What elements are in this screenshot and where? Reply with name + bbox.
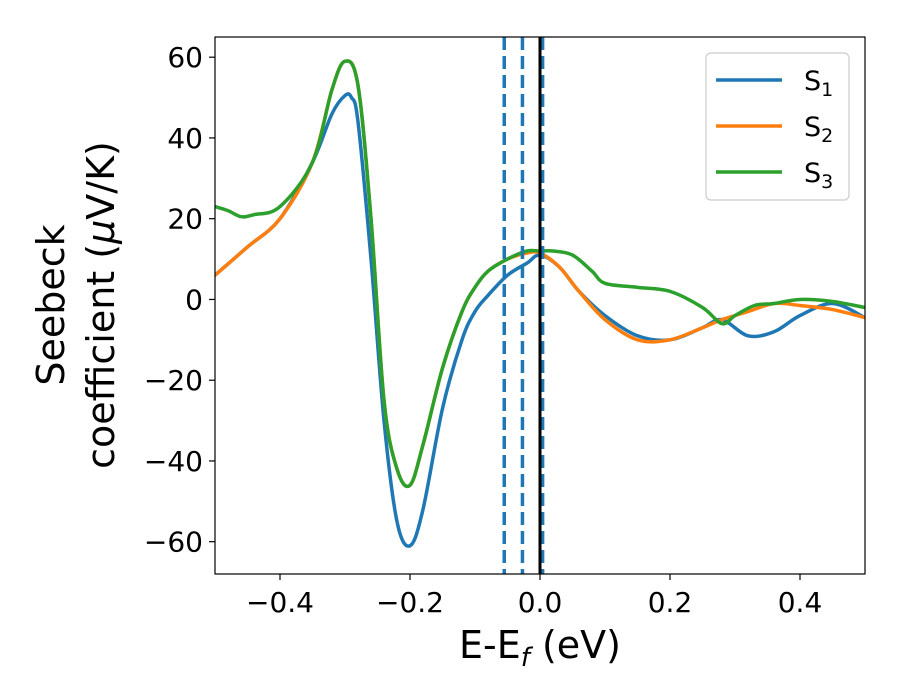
series-line-s3 bbox=[215, 59, 865, 489]
y-tick-label: 60 bbox=[167, 41, 203, 74]
x-tick-label: 0.4 bbox=[778, 586, 823, 619]
y-tick-label: 40 bbox=[167, 122, 203, 155]
y-tick-label: 0 bbox=[185, 283, 203, 316]
y-tick-label: −60 bbox=[144, 526, 203, 559]
legend-label-s1: S1 bbox=[804, 66, 833, 101]
y-axis: −60 −40 −20 0 20 40 60 bbox=[144, 41, 215, 559]
plot-lines bbox=[215, 37, 865, 574]
x-tick-label: 0.0 bbox=[518, 586, 563, 619]
y-tick-label: −40 bbox=[144, 445, 203, 478]
legend: S1 S2 S3 bbox=[705, 52, 850, 201]
y-axis-label-line2: coefficient (μV/K) bbox=[79, 141, 123, 469]
x-tick-label: 0.2 bbox=[648, 586, 693, 619]
y-axis-label: Seebeck coefficient (μV/K) bbox=[29, 141, 123, 469]
y-tick-label: −20 bbox=[144, 364, 203, 397]
x-tick-label: −0.4 bbox=[246, 586, 314, 619]
x-axis: −0.4 −0.2 0.0 0.2 0.4 bbox=[246, 574, 822, 619]
y-axis-label-line1: Seebeck bbox=[29, 224, 73, 385]
y-tick-label: 20 bbox=[167, 203, 203, 236]
legend-label-s2: S2 bbox=[804, 112, 833, 147]
x-axis-label: E-Ef (eV) bbox=[459, 623, 621, 673]
legend-label-s3: S3 bbox=[804, 158, 833, 193]
x-tick-label: −0.2 bbox=[376, 586, 444, 619]
